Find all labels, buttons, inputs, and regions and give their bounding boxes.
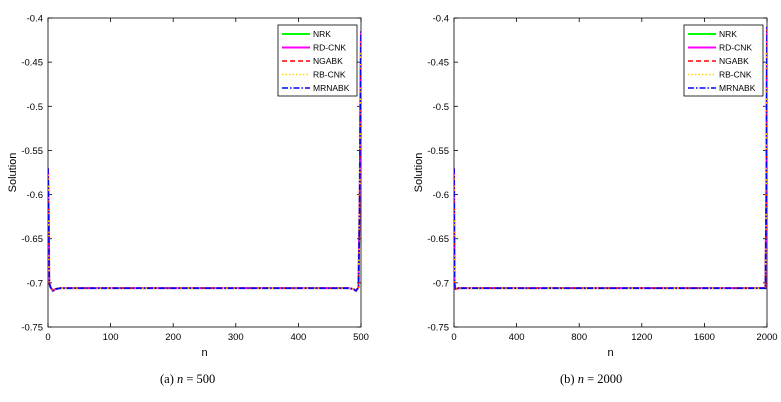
legend-label-rd-cnk: RD-CNK	[313, 43, 346, 53]
caption-a-label: (a)	[160, 372, 174, 386]
legend-label-rb-cnk: RB-CNK	[719, 70, 752, 80]
legend-b: NRK RD-CNK NGABK RB-CNK MRNABK	[683, 24, 764, 97]
y-axis-label-b: Solution	[413, 153, 425, 193]
y-tick-label-b: -0.7	[433, 278, 449, 289]
y-tick-label-b: -0.6	[433, 190, 449, 201]
y-tick-label-a: -0.4	[27, 14, 43, 25]
legend-label-ngabk: NGABK	[719, 56, 749, 66]
x-tick-label-a: 500	[353, 332, 369, 343]
chart-b: 0 400 800 1200 1600 2000 -0.4 -0.45 -0.5 -0.55 -0.…	[413, 14, 778, 360]
x-tick-label-a: 0	[45, 332, 50, 343]
x-tick-label-a: 200	[165, 332, 181, 343]
legend-label-mrnabk: MRNABK	[313, 83, 350, 93]
x-tick-label-b: 1600	[694, 332, 715, 343]
series-line-mrnabk	[48, 31, 361, 292]
y-tick-label-a: -0.7	[27, 278, 43, 289]
caption-a-var: n	[177, 372, 184, 386]
legend-label-nrk: NRK	[313, 29, 331, 39]
x-tick-label-b: 0	[451, 332, 456, 343]
caption-b-var: n	[577, 372, 584, 386]
x-axis-label-b: n	[607, 347, 613, 359]
y-tick-label-b: -0.55	[427, 146, 449, 157]
caption-b-label: (b)	[560, 372, 575, 386]
legend-label-rd-cnk: RD-CNK	[719, 43, 752, 53]
legend-label-mrnabk: MRNABK	[719, 83, 756, 93]
y-tick-label-a: -0.55	[21, 146, 43, 157]
legend-label-rb-cnk: RB-CNK	[313, 70, 346, 80]
x-axis-label-a: n	[201, 347, 207, 359]
caption-a: (a) n = 500	[160, 372, 215, 387]
caption-b: (b) n = 2000	[560, 372, 622, 387]
y-tick-label-b: -0.5	[433, 102, 449, 113]
x-tick-label-a: 300	[228, 332, 244, 343]
y-tick-label-b: -0.65	[427, 234, 449, 245]
caption-b-rest: = 2000	[587, 372, 623, 386]
y-tick-label-a: -0.5	[27, 102, 43, 113]
series-line-mrnabk	[454, 26, 767, 291]
y-axis-label-a: Solution	[7, 153, 19, 193]
legend-label-ngabk: NGABK	[313, 56, 343, 66]
y-tick-label-b: -0.45	[427, 58, 449, 69]
y-tick-label-b: -0.4	[433, 14, 449, 25]
series-line-ngabk	[48, 31, 361, 292]
x-tick-label-a: 100	[103, 332, 119, 343]
x-tick-label-b: 400	[509, 332, 525, 343]
x-tick-label-b: 800	[571, 332, 587, 343]
x-tick-label-b: 1200	[631, 332, 652, 343]
y-tick-label-b: -0.75	[427, 323, 449, 334]
legend-label-nrk: NRK	[719, 29, 737, 39]
y-tick-label-a: -0.75	[21, 323, 43, 334]
x-tick-label-a: 400	[290, 332, 306, 343]
x-tick-label-b: 2000	[756, 332, 777, 343]
y-tick-label-a: -0.65	[21, 234, 43, 245]
chart-a: 0 100 200 300 400 500 -0.4 -0.45 -0.5 -0.55 -0.6 -0…	[7, 14, 369, 360]
y-tick-label-a: -0.6	[27, 190, 43, 201]
y-tick-label-a: -0.45	[21, 58, 43, 69]
legend-a: NRK RD-CNK NGABK RB-CNK MRNABK	[277, 24, 358, 97]
caption-a-rest: = 500	[186, 372, 216, 386]
